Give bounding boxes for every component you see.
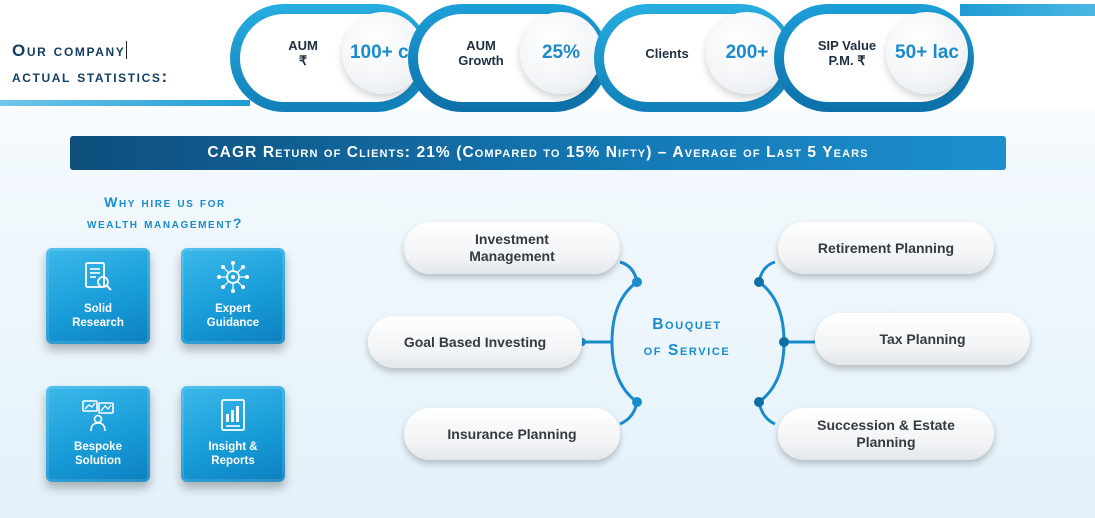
tile-label-line: Guidance: [206, 317, 260, 329]
connector-dot: [632, 397, 642, 407]
connector-dot: [632, 277, 642, 287]
text-cursor: [126, 41, 128, 59]
tile-label-line: Research: [72, 317, 124, 329]
tile-label-line: Bespoke: [74, 441, 122, 453]
service-label-line: Planning: [856, 434, 916, 450]
connector-dot: [754, 277, 764, 287]
stat-aum-inner: AUM ₹ 100+ cr: [240, 12, 424, 102]
stats-underline-band: [0, 100, 250, 106]
service-goal-based-investing: Goal Based Investing: [368, 316, 582, 368]
stat-aum-growth-label: AUM Growth: [458, 38, 504, 68]
stat-clients-inner: Clients 200+: [604, 12, 788, 102]
service-retirement-planning: Retirement Planning: [778, 222, 994, 274]
service-label-line: Investment: [475, 231, 549, 247]
tile-label-line: Insight &: [208, 441, 258, 453]
network-gear-icon: [217, 261, 249, 293]
stat-aum: AUM ₹ 100+ cr: [230, 4, 430, 112]
stat-clients-label: Clients: [645, 46, 689, 61]
stat-sip-label: SIP Value P.M. ₹: [817, 38, 877, 68]
tile-label-line: Expert: [215, 303, 251, 315]
service-label-line: Management: [469, 248, 555, 264]
service-insurance-planning: Insurance Planning: [404, 408, 620, 460]
tile-bespoke-solution-label: Bespoke Solution: [50, 440, 146, 468]
stat-sip-value: 50+ lac: [886, 12, 968, 94]
service-investment-management: Investment Management: [404, 222, 620, 274]
stat-clients: Clients 200+: [594, 4, 794, 112]
tile-solid-research-label: Solid Research: [50, 302, 146, 330]
connector-dot: [754, 397, 764, 407]
tile-label-line: Solid: [83, 303, 113, 315]
tile-solid-research: Solid Research: [46, 248, 150, 344]
title-line-1: Our company: [12, 41, 126, 60]
stats-right-accent: [960, 4, 1095, 16]
stat-aum-growth-inner: AUM Growth 25%: [418, 12, 602, 102]
presentation-icon: [82, 400, 114, 432]
stat-aum-growth-value: 25%: [520, 12, 602, 94]
why-hire-line-2: wealth management?: [86, 215, 244, 231]
bouquet-line-2: of Service: [643, 342, 731, 359]
tile-insight-reports-label: Insight & Reports: [185, 440, 281, 468]
research-icon: [85, 262, 112, 291]
service-label-line: Succession & Estate: [817, 417, 955, 433]
stat-sip-inner: SIP Value P.M. ₹ 50+ lac: [784, 12, 968, 102]
report-icon: [221, 399, 245, 431]
company-stats-title: Our company actual statistics:: [12, 38, 232, 90]
tile-expert-guidance: Expert Guidance: [181, 248, 285, 344]
why-hire-title: Why hire us for wealth management?: [20, 192, 310, 234]
service-succession-estate-planning: Succession & Estate Planning: [778, 408, 994, 460]
bouquet-title: Bouquet of Service: [632, 312, 742, 364]
tile-expert-guidance-label: Expert Guidance: [185, 302, 281, 330]
service-tax-planning: Tax Planning: [815, 313, 1030, 365]
tile-label-line: Reports: [211, 455, 255, 467]
connector-dot: [779, 337, 789, 347]
cagr-banner: CAGR Return of Clients: 21% (Compared to…: [70, 136, 1006, 170]
bouquet-line-1: Bouquet: [652, 316, 722, 333]
stat-sip: SIP Value P.M. ₹ 50+ lac: [774, 4, 974, 112]
tile-label-line: Solution: [75, 455, 121, 467]
tile-insight-reports: Insight & Reports: [181, 386, 285, 482]
stat-aum-value: 100+ cr: [342, 12, 424, 94]
title-line-2: actual statistics:: [12, 67, 169, 86]
stat-aum-label: AUM ₹: [288, 38, 318, 68]
stat-aum-growth: AUM Growth 25%: [408, 4, 608, 112]
tile-bespoke-solution: Bespoke Solution: [46, 386, 150, 482]
why-hire-line-1: Why hire us for: [104, 194, 226, 210]
